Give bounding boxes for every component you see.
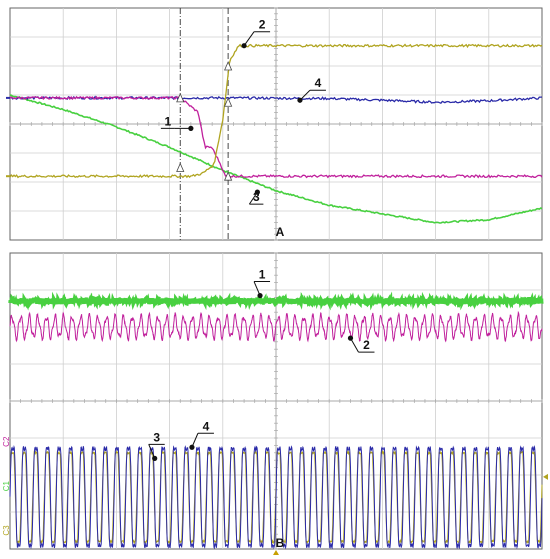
trace-label-4: 4 bbox=[189, 419, 214, 450]
trace-1 bbox=[8, 291, 544, 311]
trigger-position-icon bbox=[273, 550, 279, 555]
trace-label-text: 3 bbox=[253, 190, 260, 204]
cursor-arrow-icon bbox=[224, 171, 233, 181]
trace-label-text: 2 bbox=[363, 338, 370, 352]
trace-label-text: 1 bbox=[165, 114, 172, 128]
trace-label-text: 1 bbox=[259, 268, 266, 282]
cursor-arrow-icon bbox=[224, 61, 233, 71]
trace-label-text: 4 bbox=[203, 419, 210, 433]
trace-1 bbox=[9, 95, 543, 179]
panel-a-labels: 1 2 3 4 bbox=[160, 18, 326, 205]
channel-markers: C2 C1 C3 bbox=[2, 436, 11, 536]
trace-label-1: 1 bbox=[253, 268, 271, 299]
panel-a: 1 2 3 4 A bbox=[6, 7, 543, 241]
cursor-arrow-icon bbox=[224, 97, 233, 107]
panel-a-label: A bbox=[276, 225, 285, 239]
channel-marker-C1: C1 bbox=[2, 480, 11, 491]
label-leader bbox=[253, 281, 261, 296]
label-leader bbox=[350, 337, 359, 353]
panel-b-labels: 1 2 3 4 bbox=[148, 268, 375, 461]
channel-level-markers bbox=[6, 96, 10, 178]
cursor-arrow-icon bbox=[176, 162, 185, 172]
label-leader bbox=[299, 89, 311, 101]
label-leader bbox=[191, 433, 199, 448]
label-leader bbox=[243, 31, 255, 46]
trace-label-4: 4 bbox=[297, 76, 326, 103]
trace-label-3: 3 bbox=[148, 430, 165, 461]
label-leader bbox=[148, 444, 156, 459]
panel-b-label: B bbox=[276, 536, 285, 550]
trace-4 bbox=[9, 445, 543, 550]
trigger-level-icon bbox=[543, 473, 548, 480]
channel-marker-C3: C3 bbox=[2, 525, 11, 536]
trace-4 bbox=[9, 95, 542, 104]
trace-label-2: 2 bbox=[347, 335, 375, 353]
trace-label-text: 2 bbox=[259, 18, 266, 32]
channel-marker-C2: C2 bbox=[2, 436, 11, 447]
trace-label-2: 2 bbox=[241, 18, 271, 49]
cursor-arrow-icon bbox=[176, 92, 185, 103]
panel-b-traces bbox=[8, 291, 544, 550]
trace-label-3: 3 bbox=[248, 189, 264, 205]
trace-label-text: 4 bbox=[315, 76, 322, 90]
trace-3 bbox=[9, 94, 543, 224]
cursor-markers bbox=[176, 61, 233, 181]
panel-b: C2 C1 C3 1 2 3 4 B bbox=[2, 252, 548, 555]
trace-2 bbox=[9, 310, 543, 343]
panel-a-traces bbox=[9, 43, 543, 224]
label-leader bbox=[248, 191, 258, 205]
trace-label-text: 3 bbox=[153, 430, 160, 444]
trace-label-1: 1 bbox=[160, 114, 194, 131]
panel-b-grid bbox=[9, 252, 543, 550]
trace-2 bbox=[9, 43, 543, 179]
